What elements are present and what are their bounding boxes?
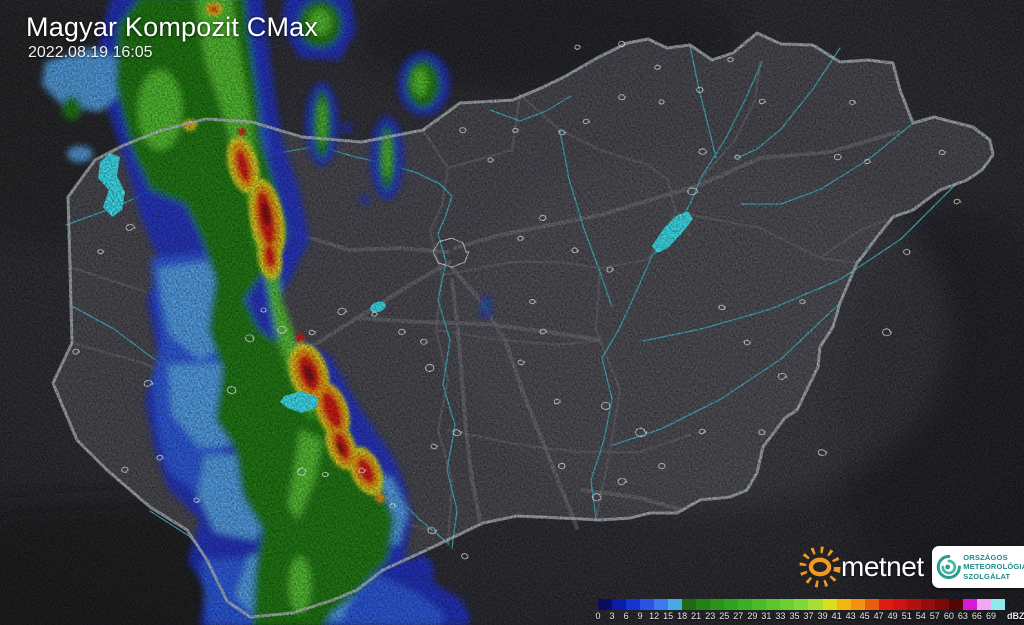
dbz-segment xyxy=(906,599,921,610)
dbz-tick: 45 xyxy=(859,611,870,621)
dbz-segment xyxy=(794,599,809,610)
dbz-tick: 51 xyxy=(901,611,912,621)
metnet-sun-icon xyxy=(799,546,841,588)
dbz-tick: 31 xyxy=(761,611,772,621)
dbz-segment xyxy=(598,599,613,610)
timestamp: 2022.08.19 16:05 xyxy=(28,44,153,61)
dbz-tick: 69 xyxy=(985,611,997,621)
dbz-tick: 9 xyxy=(637,611,643,621)
dbz-unit-label: dBZ xyxy=(1007,611,1024,621)
dbz-tick-labels: 0 3 6 9 12 15 18 21 23 25 27 29 31 33 35 37 39 41 43 45 47 49… xyxy=(595,611,1024,622)
dbz-segment xyxy=(682,599,697,610)
dbz-tick: 29 xyxy=(747,611,758,621)
dbz-segment xyxy=(640,599,655,610)
dbz-segment xyxy=(738,599,753,610)
dbz-segment xyxy=(976,599,991,610)
dbz-segment xyxy=(668,599,683,610)
dbz-segment xyxy=(808,599,823,610)
dbz-tick: 33 xyxy=(775,611,786,621)
dbz-tick: 63 xyxy=(957,611,968,621)
dbz-tick: 3 xyxy=(609,611,615,621)
dbz-segment xyxy=(724,599,739,610)
dbz-segment xyxy=(752,599,767,610)
dbz-tick: 47 xyxy=(873,611,884,621)
logo-bar: metnet ORSZÁGOS METEOROLÓGIAI SZOLGÁLAT xyxy=(797,545,1024,589)
metnet-wordmark: metnet xyxy=(841,551,924,582)
dbz-tick: 27 xyxy=(733,611,744,621)
dbz-tick: 57 xyxy=(929,611,940,621)
dbz-segment xyxy=(710,599,725,610)
dbz-tick: 66 xyxy=(971,611,982,621)
dbz-segment xyxy=(892,599,907,610)
dbz-segment xyxy=(626,599,641,610)
page-title: Magyar Kompozit CMax xyxy=(26,12,319,42)
dbz-tick: 0 xyxy=(595,611,601,621)
dbz-tick: 35 xyxy=(789,611,800,621)
metnet-logo[interactable]: metnet xyxy=(797,545,924,589)
dbz-tick: 12 xyxy=(649,611,660,621)
dbz-segment xyxy=(696,599,711,610)
dbz-tick: 37 xyxy=(803,611,814,621)
dbz-legend: 0 3 6 9 12 15 18 21 23 25 27 29 31 33 35 37 39 41 43 45 47 49… xyxy=(595,599,1024,623)
omsz-wordmark: ORSZÁGOS METEOROLÓGIAI SZOLGÁLAT xyxy=(963,552,1024,581)
dbz-segment xyxy=(878,599,893,610)
dbz-tick: 15 xyxy=(663,611,674,621)
dbz-segment xyxy=(850,599,865,610)
dbz-tick: 60 xyxy=(943,611,954,621)
dbz-tick: 39 xyxy=(817,611,828,621)
dbz-segment xyxy=(962,599,977,610)
dbz-tick: 21 xyxy=(691,611,702,621)
dbz-segment xyxy=(766,599,781,610)
dbz-tick: 18 xyxy=(677,611,688,621)
dbz-segment xyxy=(780,599,795,610)
dbz-tick: 43 xyxy=(845,611,856,621)
dbz-segment xyxy=(822,599,837,610)
omsz-swirl-icon xyxy=(936,554,961,580)
dbz-segment xyxy=(612,599,627,610)
dbz-tick: 49 xyxy=(887,611,898,621)
dbz-segment xyxy=(920,599,935,610)
dbz-segment xyxy=(836,599,851,610)
dbz-segment xyxy=(990,599,1005,610)
dbz-segment xyxy=(948,599,963,610)
dbz-color-bar xyxy=(598,599,1005,610)
omsz-logo[interactable]: ORSZÁGOS METEOROLÓGIAI SZOLGÁLAT xyxy=(931,546,1024,588)
dbz-tick: 6 xyxy=(623,611,629,621)
dbz-tick: 23 xyxy=(705,611,716,621)
dbz-tick: 25 xyxy=(719,611,730,621)
dbz-segment xyxy=(934,599,949,610)
dbz-tick: 54 xyxy=(915,611,926,621)
dbz-tick: 41 xyxy=(831,611,842,621)
dbz-segment xyxy=(654,599,669,610)
dbz-segment xyxy=(864,599,879,610)
